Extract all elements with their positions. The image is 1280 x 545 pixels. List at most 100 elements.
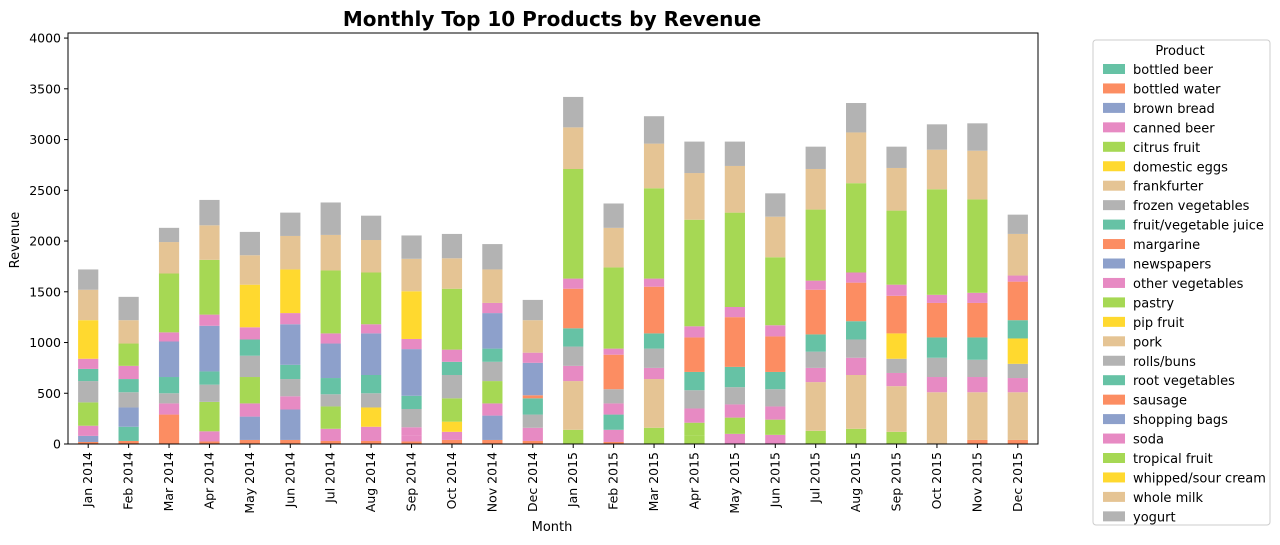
bar-segment-whole-milk [280, 235, 301, 270]
legend: Product bottled beer bottled water brown b… [1092, 39, 1271, 526]
bar-segment-pastry [239, 377, 260, 404]
legend-swatch-root-vegetables [1103, 375, 1125, 386]
bar-segment-sausage [643, 286, 665, 334]
legend-swatch-rolls-buns [1103, 355, 1125, 366]
legend-swatch-whipped-sour-cream [1103, 472, 1125, 483]
bar-segment-rolls-buns [361, 393, 382, 408]
bar-segment-whole-milk [967, 150, 988, 200]
bar-segment-whipped-sour-cream [78, 320, 99, 359]
legend-swatch-tropical-fruit [1103, 453, 1125, 463]
bar-segment-root-vegetables [805, 334, 826, 352]
bar-segment-soda [724, 307, 745, 318]
x-axis: Jan 2014 Feb 2014 Mar 2014 Apr 2014 May 2014… [80, 444, 1025, 514]
bar-segment-other-vegetables [401, 427, 422, 436]
bar-segment-yogurt [1007, 214, 1028, 234]
bar-segment-pastry [684, 422, 705, 436]
bar-segment-whole-milk [239, 255, 260, 285]
bar-segment-tropical-fruit [603, 267, 624, 349]
bar-segment-bottled-water [320, 440, 341, 444]
bar-segment-whole-milk [441, 258, 463, 289]
bar-segment-newspapers [239, 416, 260, 440]
bar-segment-bottled-water [401, 441, 422, 444]
bar-segment-root-vegetables [522, 398, 543, 415]
bar-segment-yogurt [967, 123, 988, 151]
bar-segment-whole-milk [926, 149, 948, 190]
bar-segment-root-vegetables [199, 371, 220, 385]
bar-segment-tropical-fruit [563, 168, 584, 279]
y-tick-label: 3500 [29, 81, 61, 96]
bar-segment-soda [603, 429, 624, 442]
x-tick-label: Dec 2015 [1010, 452, 1025, 512]
bar-segment-root-vegetables [765, 371, 786, 390]
bar-segment-soda [765, 406, 786, 420]
y-axis: 0 500 1000 1500 2000 2500 3000 3500 4000 [29, 31, 68, 452]
bar-segment-soda [482, 302, 503, 314]
bar-segment-root-vegetables [239, 339, 260, 356]
bar-segment-yogurt [603, 203, 624, 228]
y-tick-label: 2000 [29, 234, 61, 249]
bar-segment-canned-beer [724, 433, 745, 444]
bar-segment-rolls-buns [805, 351, 826, 368]
bar-segment-whole-milk [724, 165, 745, 213]
legend-swatch-pastry [1103, 297, 1125, 308]
x-tick-label: Apr 2014 [201, 452, 216, 509]
bar-segment-whole-milk [158, 242, 180, 274]
legend-label-yogurt: yogurt [1133, 510, 1176, 525]
bar-segment-newspapers [280, 409, 301, 440]
bar-segment-root-vegetables [846, 321, 867, 340]
bar-segment-whole-milk [643, 143, 665, 189]
legend-swatch-newspapers [1103, 258, 1125, 269]
plot-frame [67, 32, 1039, 445]
y-axis-label: Revenue [8, 212, 23, 269]
bar-segment-citrus-fruit [846, 428, 867, 444]
bar-segment-whipped-sour-cream [239, 284, 260, 328]
bar-segment-soda [563, 365, 584, 382]
legend-swatch-citrus-fruit [1103, 141, 1125, 152]
bar-segment-tropical-fruit [684, 219, 705, 327]
bar-segment-rolls-buns [684, 390, 705, 409]
bar-segment-tropical-fruit [361, 272, 382, 325]
bar-segment-root-vegetables [320, 378, 341, 395]
bar-segment-newspapers [482, 415, 503, 440]
bar-segment-other-vegetables [522, 427, 543, 441]
bar-segment-rolls-buns [199, 384, 220, 402]
bar-segment-pastry [78, 402, 99, 426]
bar-segment-shopping-bags [158, 341, 180, 378]
bar-segment-sausage [805, 289, 826, 335]
legend-label-frozen-vegetables: frozen vegetables [1133, 199, 1250, 214]
bar-segment-pork [926, 392, 948, 444]
bar-segment-citrus-fruit [805, 430, 826, 444]
bar-segment-root-vegetables [643, 333, 665, 349]
bar-segment-sausage [563, 288, 584, 329]
bar-segment-root-vegetables [563, 328, 584, 347]
bar-segment-bottled-water [199, 441, 220, 444]
bar-segment-sausage [724, 317, 745, 367]
bar-segment-rolls-buns [482, 361, 503, 382]
legend-label-citrus-fruit: citrus fruit [1133, 141, 1200, 156]
bar-segment-yogurt [441, 233, 463, 259]
bar-segment-soda [805, 280, 826, 290]
x-tick-label: Nov 2014 [484, 452, 499, 512]
x-tick-label: Mar 2015 [646, 452, 661, 511]
bar-segment-soda [118, 365, 139, 380]
bar-segment-rolls-buns [1007, 363, 1028, 379]
bar-segment-domestic-eggs [441, 421, 463, 432]
legend-swatch-whole-milk [1103, 491, 1125, 502]
bar-segment-sausage [886, 295, 907, 334]
bar-segment-pork [1007, 392, 1028, 440]
bar-segment-soda [926, 294, 948, 303]
x-tick-label: Jul 2015 [808, 452, 823, 504]
bar-segment-yogurt [522, 299, 543, 321]
bar-segment-root-vegetables [684, 371, 705, 391]
bar-segment-whole-milk [563, 127, 584, 169]
bar-segment-whole-milk [361, 240, 382, 273]
bar-segment-tropical-fruit [158, 273, 180, 333]
x-tick-label: Oct 2014 [444, 452, 459, 509]
legend-label-other-vegetables: other vegetables [1133, 277, 1244, 292]
bar-segment-pastry [199, 401, 220, 432]
legend-label-margarine: margarine [1133, 238, 1200, 253]
bar-segment-yogurt [199, 199, 220, 226]
bar-segment-whole-milk [320, 234, 341, 271]
bar-segment-bottled-water [78, 441, 99, 444]
bar-segment-citrus-fruit [563, 429, 584, 444]
